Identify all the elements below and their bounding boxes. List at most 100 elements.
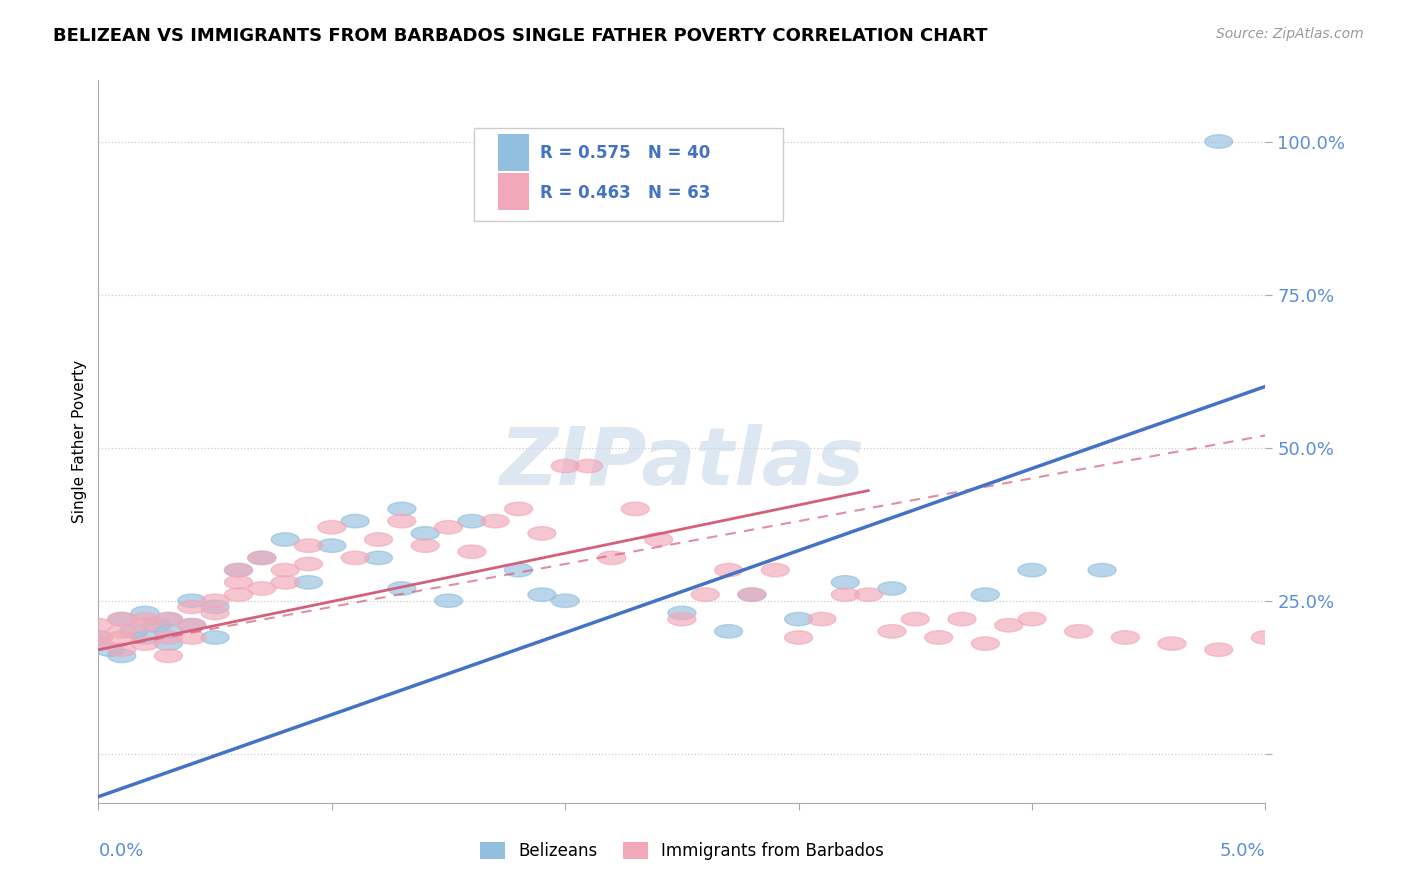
- Ellipse shape: [785, 631, 813, 644]
- Ellipse shape: [948, 613, 976, 626]
- Ellipse shape: [364, 551, 392, 565]
- Ellipse shape: [271, 533, 299, 546]
- Ellipse shape: [481, 515, 509, 528]
- Ellipse shape: [972, 588, 1000, 601]
- Ellipse shape: [318, 539, 346, 552]
- Ellipse shape: [598, 551, 626, 565]
- Ellipse shape: [84, 631, 112, 644]
- Ellipse shape: [131, 607, 159, 620]
- Ellipse shape: [388, 582, 416, 595]
- Ellipse shape: [84, 618, 112, 632]
- Ellipse shape: [131, 631, 159, 644]
- Ellipse shape: [434, 594, 463, 607]
- Ellipse shape: [808, 613, 837, 626]
- Ellipse shape: [225, 564, 253, 577]
- Ellipse shape: [177, 631, 205, 644]
- Ellipse shape: [1205, 643, 1233, 657]
- Ellipse shape: [108, 643, 136, 657]
- Ellipse shape: [247, 551, 276, 565]
- Ellipse shape: [201, 600, 229, 614]
- Ellipse shape: [388, 502, 416, 516]
- Ellipse shape: [831, 575, 859, 589]
- Y-axis label: Single Father Poverty: Single Father Poverty: [72, 360, 87, 523]
- Ellipse shape: [108, 649, 136, 663]
- Ellipse shape: [551, 594, 579, 607]
- Ellipse shape: [201, 607, 229, 620]
- Ellipse shape: [96, 643, 124, 657]
- Text: BELIZEAN VS IMMIGRANTS FROM BARBADOS SINGLE FATHER POVERTY CORRELATION CHART: BELIZEAN VS IMMIGRANTS FROM BARBADOS SIN…: [53, 27, 988, 45]
- Ellipse shape: [972, 637, 1000, 650]
- Ellipse shape: [177, 618, 205, 632]
- Ellipse shape: [527, 526, 555, 541]
- Text: 0.0%: 0.0%: [98, 842, 143, 860]
- Ellipse shape: [155, 631, 183, 644]
- Ellipse shape: [177, 600, 205, 614]
- Ellipse shape: [925, 631, 953, 644]
- Ellipse shape: [388, 515, 416, 528]
- Ellipse shape: [877, 582, 905, 595]
- Text: Source: ZipAtlas.com: Source: ZipAtlas.com: [1216, 27, 1364, 41]
- Ellipse shape: [225, 588, 253, 601]
- Ellipse shape: [108, 624, 136, 638]
- Ellipse shape: [621, 502, 650, 516]
- Ellipse shape: [994, 618, 1022, 632]
- Ellipse shape: [575, 459, 603, 473]
- Ellipse shape: [155, 613, 183, 626]
- Ellipse shape: [201, 631, 229, 644]
- Ellipse shape: [505, 502, 533, 516]
- Ellipse shape: [1205, 135, 1233, 148]
- Ellipse shape: [247, 582, 276, 595]
- Ellipse shape: [155, 613, 183, 626]
- Ellipse shape: [247, 551, 276, 565]
- Ellipse shape: [342, 551, 370, 565]
- Ellipse shape: [411, 539, 439, 552]
- Ellipse shape: [668, 613, 696, 626]
- Ellipse shape: [644, 533, 672, 546]
- Ellipse shape: [761, 564, 789, 577]
- Ellipse shape: [225, 564, 253, 577]
- Text: R = 0.463   N = 63: R = 0.463 N = 63: [540, 185, 710, 202]
- Ellipse shape: [1018, 564, 1046, 577]
- Ellipse shape: [271, 564, 299, 577]
- Ellipse shape: [458, 545, 486, 558]
- Ellipse shape: [120, 624, 148, 638]
- Ellipse shape: [668, 607, 696, 620]
- Ellipse shape: [1018, 613, 1046, 626]
- Ellipse shape: [692, 588, 720, 601]
- Ellipse shape: [155, 624, 183, 638]
- Ellipse shape: [1111, 631, 1139, 644]
- Ellipse shape: [131, 613, 159, 626]
- Ellipse shape: [411, 526, 439, 541]
- Ellipse shape: [108, 613, 136, 626]
- Ellipse shape: [155, 649, 183, 663]
- Ellipse shape: [342, 515, 370, 528]
- Ellipse shape: [434, 521, 463, 534]
- Ellipse shape: [131, 618, 159, 632]
- Ellipse shape: [294, 558, 322, 571]
- Ellipse shape: [108, 631, 136, 644]
- Ellipse shape: [527, 588, 555, 601]
- Ellipse shape: [177, 594, 205, 607]
- Ellipse shape: [1251, 631, 1279, 644]
- Ellipse shape: [201, 594, 229, 607]
- Ellipse shape: [855, 588, 883, 601]
- Ellipse shape: [108, 613, 136, 626]
- Ellipse shape: [271, 575, 299, 589]
- Ellipse shape: [458, 515, 486, 528]
- Ellipse shape: [84, 637, 112, 650]
- Text: 5.0%: 5.0%: [1220, 842, 1265, 860]
- Ellipse shape: [294, 575, 322, 589]
- Text: ZIPatlas: ZIPatlas: [499, 425, 865, 502]
- Ellipse shape: [364, 533, 392, 546]
- Ellipse shape: [131, 637, 159, 650]
- Ellipse shape: [505, 564, 533, 577]
- Text: R = 0.575   N = 40: R = 0.575 N = 40: [540, 145, 710, 162]
- Ellipse shape: [155, 637, 183, 650]
- Legend: Belizeans, Immigrants from Barbados: Belizeans, Immigrants from Barbados: [474, 835, 890, 867]
- Ellipse shape: [143, 618, 170, 632]
- Ellipse shape: [225, 575, 253, 589]
- Ellipse shape: [177, 618, 205, 632]
- Ellipse shape: [901, 613, 929, 626]
- Ellipse shape: [1159, 637, 1187, 650]
- Ellipse shape: [84, 631, 112, 644]
